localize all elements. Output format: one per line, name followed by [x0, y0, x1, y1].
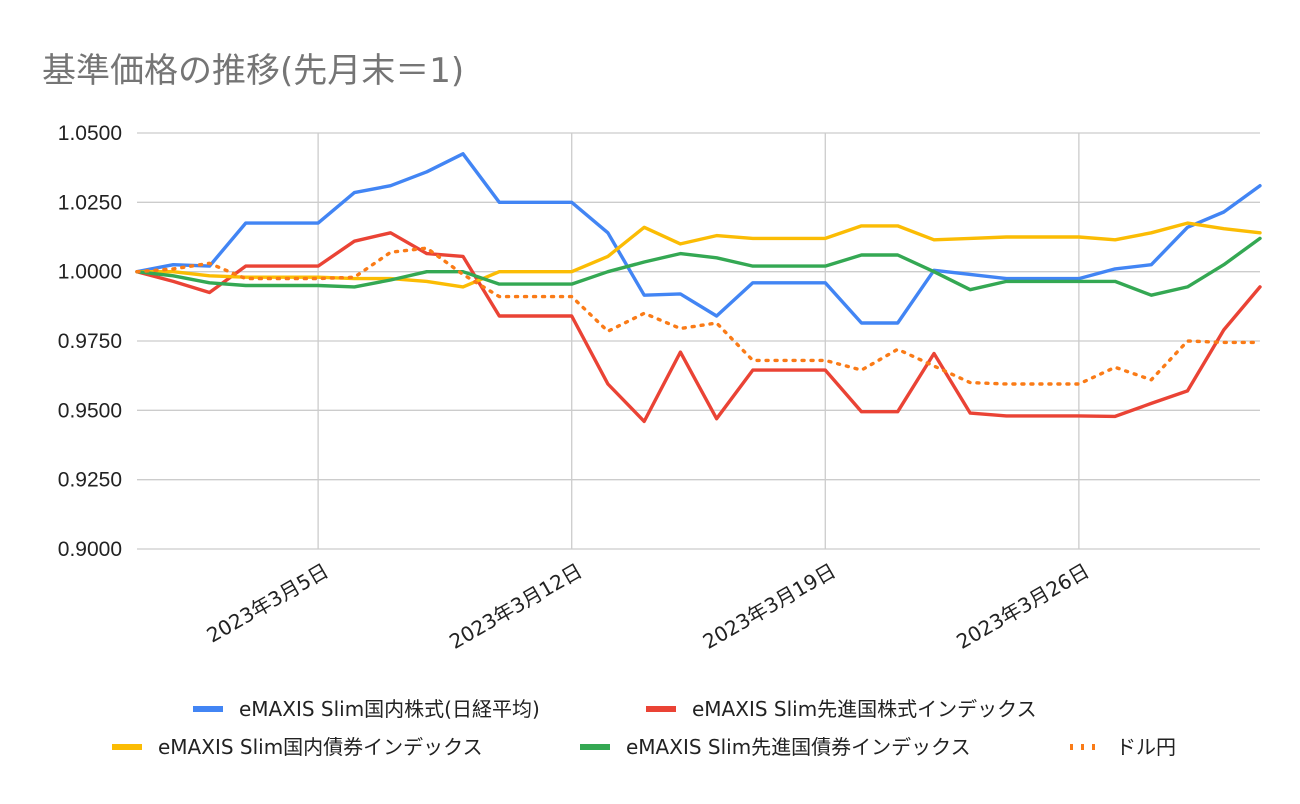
series-line-4 — [135, 236, 1262, 297]
series-line-2 — [135, 231, 1262, 424]
series-lines — [135, 152, 1262, 424]
legend-label: eMAXIS Slim先進国債券インデックス — [626, 735, 971, 759]
y-tick-label: 0.9250 — [58, 469, 122, 492]
legend-label: eMAXIS Slim先進国株式インデックス — [692, 697, 1037, 721]
x-tick-label: 2023年3月19日 — [699, 559, 840, 654]
y-axis-ticks: 1.0500 1.0250 1.0000 0.9750 0.9500 0.9250 0.90… — [58, 122, 122, 561]
x-tick-label: 2023年3月5日 — [203, 559, 333, 648]
series-line-5 — [135, 246, 1262, 386]
legend: eMAXIS Slim国内株式(日経平均) eMAXIS Slim先進国株式インデ… — [112, 697, 1176, 759]
y-tick-label: 1.0500 — [58, 122, 122, 145]
chart-title: 基準価格の推移(先月末＝1) — [42, 51, 464, 91]
series-line-1 — [135, 152, 1262, 325]
x-tick-label: 2023年3月26日 — [952, 559, 1093, 654]
y-tick-label: 0.9500 — [58, 399, 122, 422]
x-tick-label: 2023年3月12日 — [445, 559, 586, 654]
legend-label: eMAXIS Slim国内債券インデックス — [158, 735, 483, 759]
y-tick-label: 1.0000 — [58, 261, 122, 284]
y-tick-label: 0.9000 — [58, 538, 122, 561]
legend-label: eMAXIS Slim国内株式(日経平均) — [239, 697, 540, 721]
grid — [137, 132, 1260, 550]
x-axis-ticks: 2023年3月5日 2023年3月12日 2023年3月19日 2023年3月26日 — [203, 559, 1094, 654]
y-tick-label: 1.0250 — [58, 191, 122, 214]
legend-label: ドル円 — [1116, 735, 1176, 759]
y-tick-label: 0.9750 — [58, 330, 122, 353]
